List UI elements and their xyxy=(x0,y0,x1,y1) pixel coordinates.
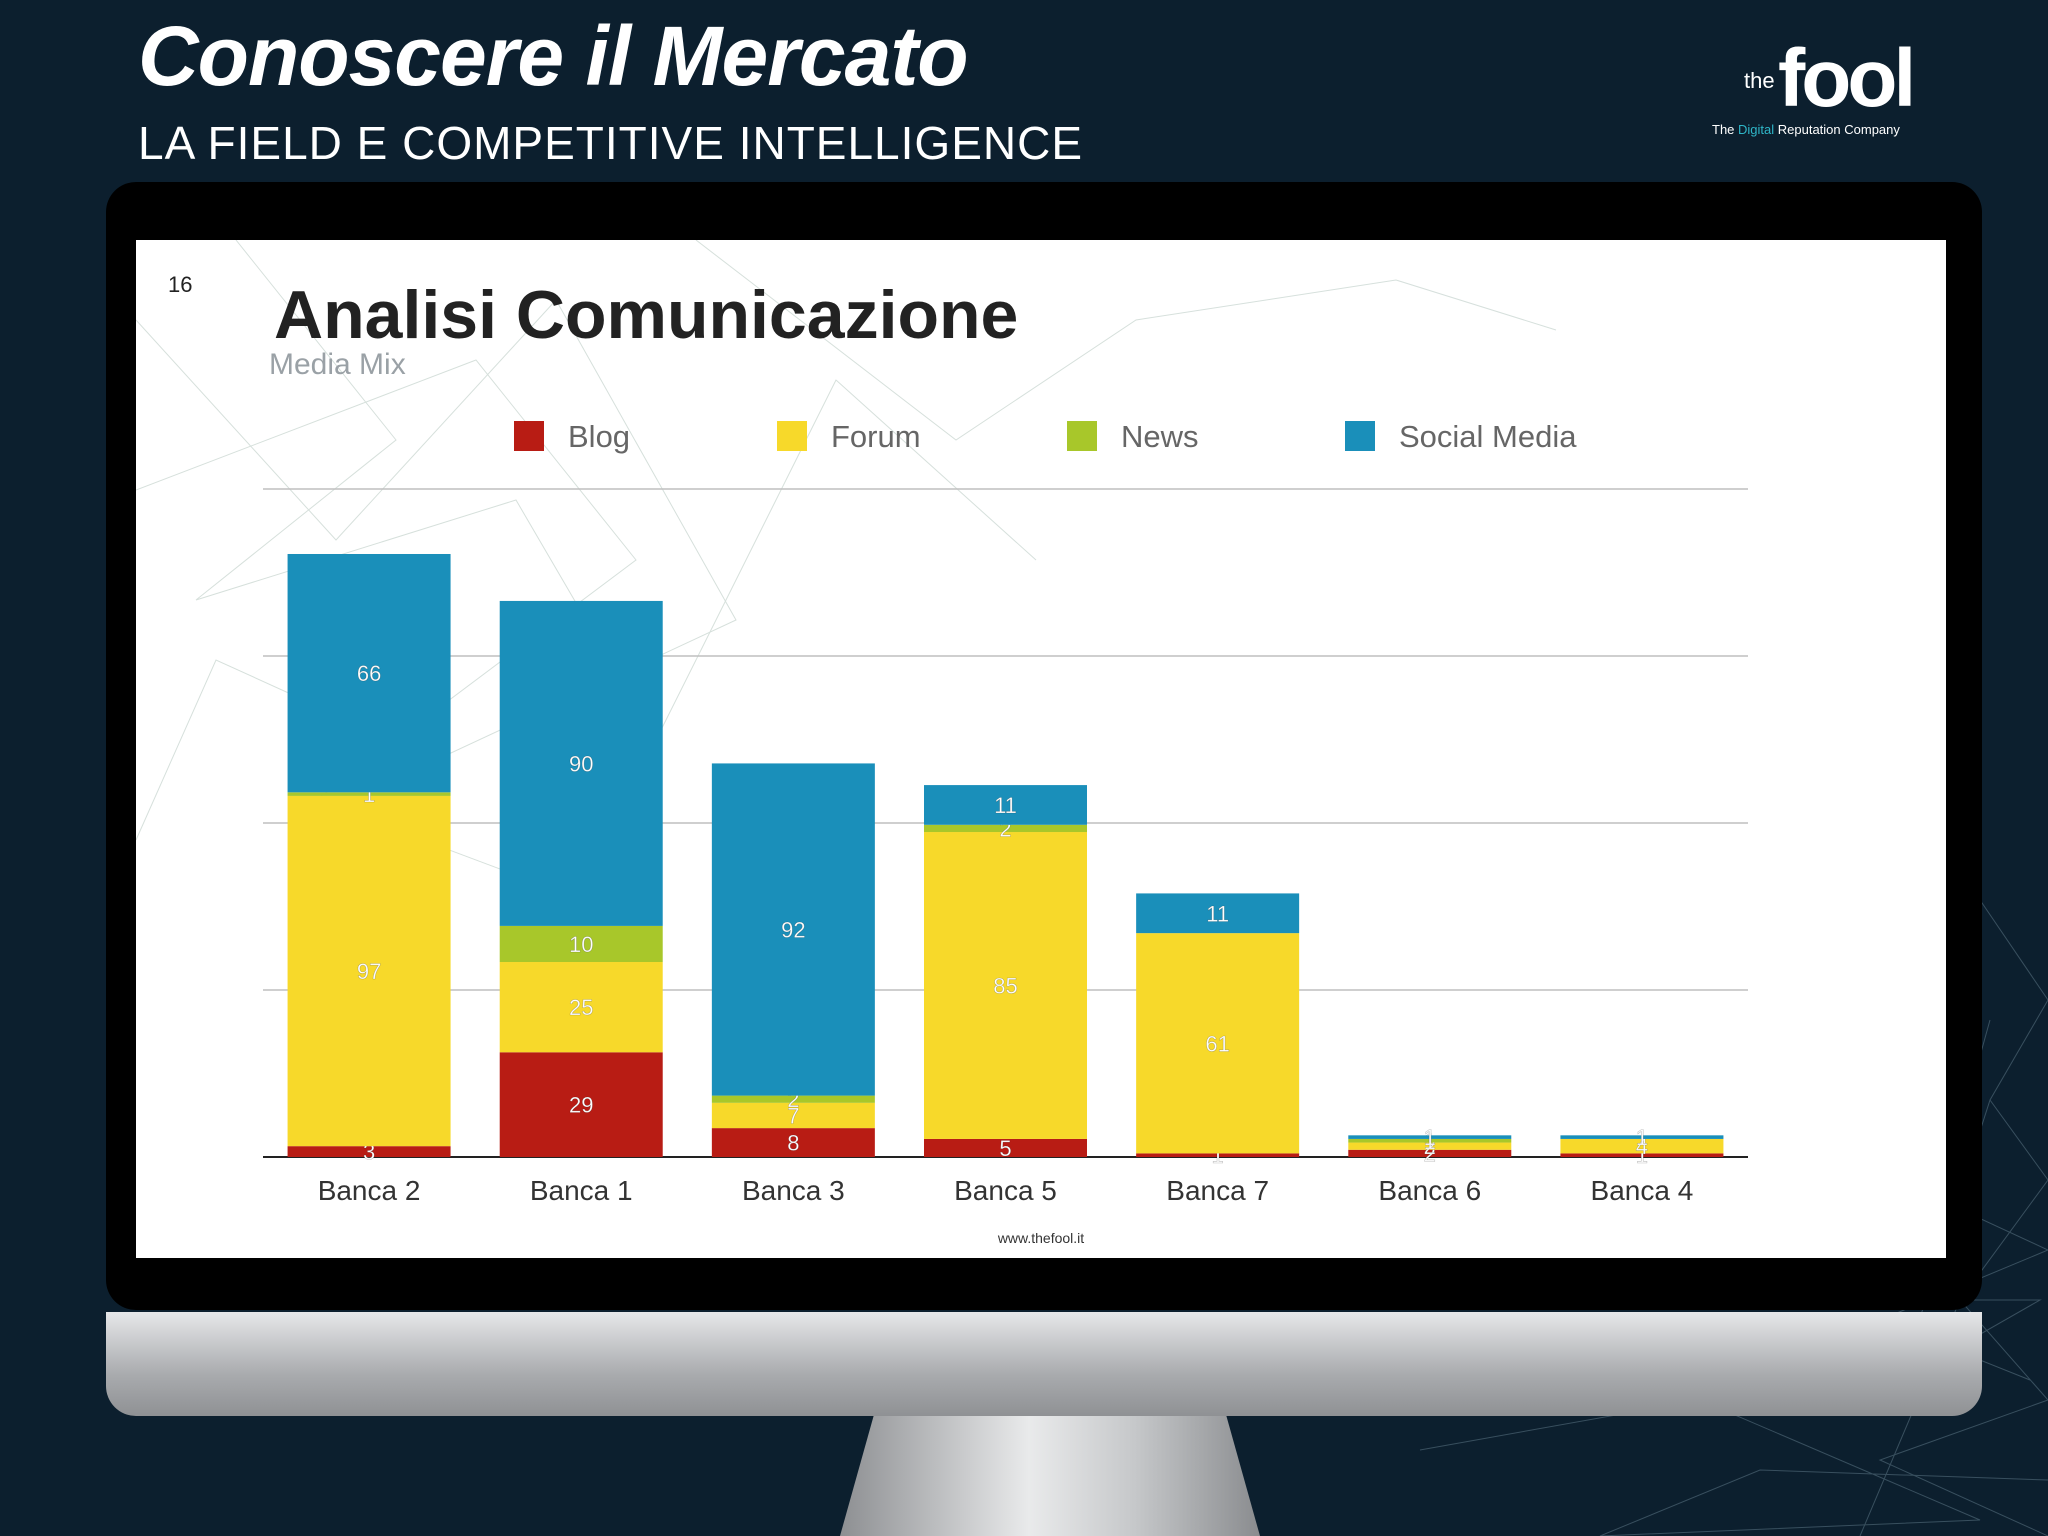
bar-banca-6-blog xyxy=(1348,1149,1512,1157)
data-label-banca-7-social-media: 11 xyxy=(1206,901,1229,926)
monitor-screen: 16 Analisi Comunicazione Media Mix Blog F… xyxy=(136,240,1946,1258)
main-subtitle: LA FIELD E COMPETITIVE INTELLIGENCE xyxy=(138,117,1084,169)
data-label-banca-3-social-media: 92 xyxy=(781,918,805,943)
bar-banca-2-news xyxy=(287,792,451,796)
legend-label-social-media: Social Media xyxy=(1399,419,1577,454)
logo-tagline: The Digital Reputation Company xyxy=(1712,122,1900,137)
legend-swatch-social-media xyxy=(1345,421,1375,451)
legend-label-forum: Forum xyxy=(831,419,921,454)
data-label-banca-1-blog: 29 xyxy=(569,1093,593,1118)
monitor-stand xyxy=(840,1416,1260,1536)
data-label-banca-4-forum: 4 xyxy=(1636,1134,1648,1159)
thefool-logo: the fool The Digital Reputation Company xyxy=(1700,33,1916,138)
data-label-banca-1-social-media: 90 xyxy=(569,751,593,776)
bar-banca-1-news xyxy=(499,925,663,963)
data-label-banca-5-social-media: 11 xyxy=(994,793,1017,818)
category-label-banca-6: Banca 6 xyxy=(1378,1175,1481,1206)
category-label-banca-1: Banca 1 xyxy=(530,1175,633,1206)
category-label-banca-4: Banca 4 xyxy=(1591,1175,1694,1206)
bar-banca-4-forum xyxy=(1560,1138,1724,1154)
category-label-banca-5: Banca 5 xyxy=(954,1175,1057,1206)
logo-the-text: the xyxy=(1744,68,1775,93)
data-label-banca-3-blog: 8 xyxy=(787,1131,799,1156)
data-label-banca-6-social-media: 1 xyxy=(1424,1125,1436,1150)
data-label-banca-1-forum: 25 xyxy=(569,995,593,1020)
bar-banca-6-social-media xyxy=(1348,1135,1512,1139)
data-label-banca-3-forum: 7 xyxy=(787,1103,799,1128)
bar-banca-6-news xyxy=(1348,1138,1512,1143)
bar-banca-3-news xyxy=(711,1095,875,1103)
bar-banca-5-news xyxy=(924,824,1087,833)
legend-swatch-blog xyxy=(514,421,544,451)
slide-page-number: 16 xyxy=(168,272,193,297)
category-label-banca-3: Banca 3 xyxy=(742,1175,845,1206)
category-label-banca-2: Banca 2 xyxy=(318,1175,421,1206)
bar-banca-5-forum xyxy=(924,832,1087,1139)
data-label-banca-4-social-media: 1 xyxy=(1636,1125,1648,1150)
data-label-banca-6-news: 1 xyxy=(1424,1129,1436,1154)
bar-banca-1-social-media xyxy=(499,600,663,926)
bar-banca-7-blog xyxy=(1136,1153,1300,1157)
legend-swatch-forum xyxy=(777,421,807,451)
data-label-banca-2-forum: 97 xyxy=(357,959,381,984)
bar-banca-1-forum xyxy=(499,962,663,1053)
bar-banca-3-blog xyxy=(711,1128,875,1157)
data-label-banca-7-forum: 61 xyxy=(1205,1031,1229,1056)
bar-banca-2-forum xyxy=(287,795,451,1147)
logo-fool-text: fool xyxy=(1778,33,1916,124)
data-label-banca-2-social-media: 66 xyxy=(357,661,381,686)
logo-tagline-post: Reputation Company xyxy=(1774,122,1900,137)
legend-label-blog: Blog xyxy=(568,419,630,454)
bar-banca-4-blog xyxy=(1560,1153,1724,1157)
slide-subtitle: Media Mix xyxy=(269,348,406,381)
slide-title: Analisi Comunicazione xyxy=(274,277,1019,353)
bar-banca-4-social-media xyxy=(1560,1135,1724,1139)
bar-banca-1-blog xyxy=(499,1052,663,1157)
category-label-banca-7: Banca 7 xyxy=(1166,1175,1269,1206)
bar-banca-5-social-media xyxy=(924,785,1087,825)
legend-swatch-news xyxy=(1067,421,1097,451)
bar-banca-2-blog xyxy=(287,1146,451,1157)
bar-banca-7-social-media xyxy=(1136,893,1300,934)
data-label-banca-5-blog: 5 xyxy=(999,1136,1011,1161)
main-title: Conoscere il Mercato xyxy=(138,9,969,103)
bar-banca-6-forum xyxy=(1348,1142,1512,1150)
legend-label-news: News xyxy=(1121,419,1199,454)
bar-banca-5-blog xyxy=(924,1138,1087,1157)
logo-tagline-pre: The xyxy=(1712,122,1739,137)
monitor-chin xyxy=(106,1312,1982,1416)
data-label-banca-1-news: 10 xyxy=(569,932,593,957)
bar-banca-3-social-media xyxy=(711,763,875,1096)
logo-tagline-accent: Digital xyxy=(1738,122,1775,137)
data-label-banca-5-forum: 85 xyxy=(993,973,1017,998)
footer-url: www.thefool.it xyxy=(997,1230,1085,1246)
bar-banca-2-social-media xyxy=(287,553,451,793)
bar-banca-7-forum xyxy=(1136,933,1300,1154)
bar-banca-3-forum xyxy=(711,1102,875,1129)
